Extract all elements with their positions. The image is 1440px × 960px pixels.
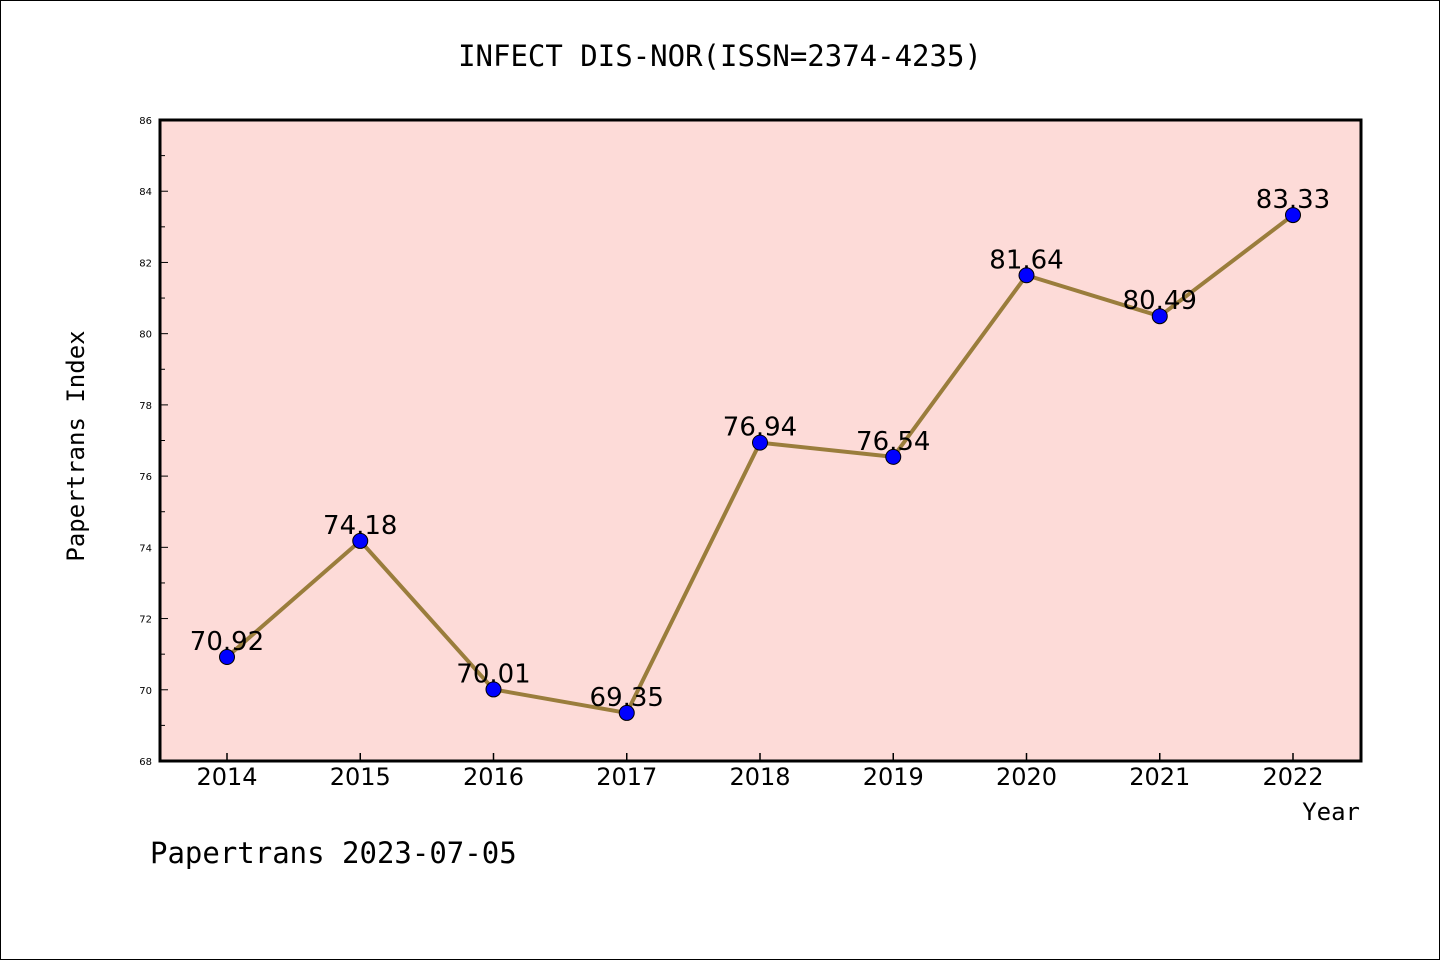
y-tick-label: 86 [139,116,152,127]
chart-title: INFECT DIS-NOR(ISSN=2374-4235) [458,39,982,73]
data-label: 83.33 [1256,185,1330,215]
data-label: 80.49 [1123,286,1197,316]
plot-border [158,118,1363,763]
y-axis-label: Papertrans Index [62,330,90,561]
y-tick-label: 82 [139,258,152,269]
x-tick-label: 2019 [863,763,924,791]
x-tick-label: 2021 [1129,763,1190,791]
y-tick-label: 72 [139,615,152,626]
y-tick-label: 76 [139,472,152,483]
y-tick-label: 74 [139,543,152,554]
data-point [352,532,369,549]
x-tick-label: 2014 [196,763,257,791]
data-point [885,448,902,465]
y-tick-label: 70 [139,686,152,697]
x-axis-ticks: 2014 2015 2016 2017 2018 2019 2020 2021 2022 [196,753,1324,791]
x-tick-label: 2015 [330,763,391,791]
data-label: 76.54 [856,427,930,457]
data-labels-group: 70.92 74.18 70.01 69.35 76.94 76.54 81.64 80.49… [190,185,1330,713]
data-point [618,704,635,721]
data-point [1285,207,1301,224]
x-axis-label: Year [1302,798,1360,826]
data-point [1151,308,1168,325]
x-tick-label: 2020 [996,763,1057,791]
y-tick-label: 84 [139,187,152,198]
series-points-group [219,207,1301,721]
x-tick-label: 2018 [729,763,790,791]
data-label: 74.18 [323,511,397,541]
data-label: 81.64 [989,245,1063,275]
data-point [485,681,502,698]
data-label: 69.35 [590,683,664,713]
data-label: 70.01 [456,659,530,689]
footer-credit: Papertrans 2023-07-05 [150,836,517,870]
data-point [752,434,768,451]
y-tick-label: 68 [139,757,152,768]
x-tick-label: 2022 [1262,763,1323,791]
data-label: 70.92 [190,627,264,657]
data-point [219,649,235,666]
data-label: 76.94 [723,413,797,443]
y-tick-label: 78 [139,401,152,412]
data-point [1018,267,1035,284]
x-tick-label: 2017 [596,763,657,791]
y-tick-label: 80 [139,330,152,341]
x-tick-label: 2016 [463,763,524,791]
